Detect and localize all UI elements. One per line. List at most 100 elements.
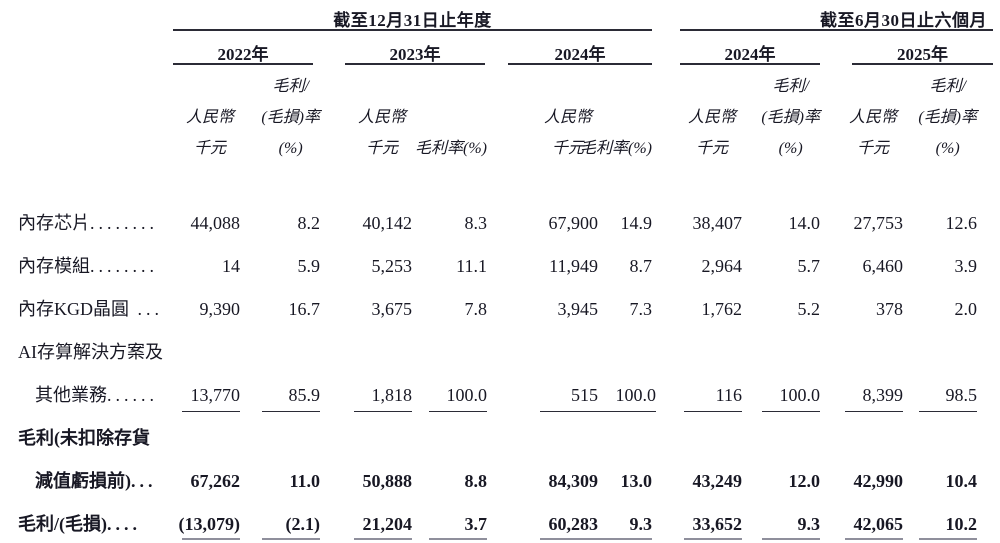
cell-2023-rmb: 3,675	[371, 299, 413, 319]
total-rule-stub	[354, 538, 412, 540]
cell-2024-rmb: 3,945	[557, 299, 599, 319]
cell-2024-rmb: 84,309	[548, 471, 599, 491]
cell-2025h1-rmb: 27,753	[853, 213, 904, 233]
cell-2023-rate: 8.3	[464, 213, 488, 233]
cell-2025h1-rate: 2.0	[954, 299, 978, 319]
cell-2022-rmb: 44,088	[190, 213, 241, 233]
cell-2023-rmb: 5,253	[371, 256, 413, 276]
year-2025-interim-rule	[852, 63, 993, 65]
table-row-gross-profit-before-impairment-line1: 毛利(未扣除存貨	[0, 427, 173, 449]
table-row-other-businesses: 其他業務...... 13,770 85.9 1,818 100.0 515 1…	[0, 384, 977, 412]
cell-2024h1-rmb: 43,249	[692, 471, 743, 491]
subheader-rate-2024: 毛利率(%)	[580, 140, 652, 157]
total-rule-stub	[262, 538, 320, 540]
row-label: 毛利/(毛損)....	[18, 514, 141, 534]
cell-2024h1-rate: 14.0	[788, 213, 821, 233]
year-2022-label: 2022年	[217, 45, 269, 64]
cell-2024h1-rmb: 116	[652, 384, 742, 412]
total-rule-stub	[540, 538, 598, 540]
year-2025-interim-label: 2025年	[897, 45, 948, 64]
cell-2024h1-rate: 5.7	[797, 256, 821, 276]
cell-2024h1-rmb: 2,964	[701, 256, 743, 276]
cell-2024h1-rmb: 33,652	[692, 514, 743, 534]
year-2022-rule	[173, 63, 313, 65]
cell-2022-rmb: 14	[222, 256, 240, 276]
total-rule-stub	[182, 538, 240, 540]
subheader-rate-2023: 毛利率(%)	[415, 140, 487, 157]
cell-2024-rate: 14.9	[620, 213, 653, 233]
table-row-ai-solutions-line1: AI存算解決方案及	[0, 341, 173, 363]
cell-2022-rmb: 9,390	[199, 299, 241, 319]
cell-2025h1-rate: 10.2	[945, 514, 978, 534]
subheader-rate-2025-interim: 毛利/(毛損)率 (%)	[918, 78, 977, 157]
column-group-interim-title: 截至6月30日止六個月	[820, 11, 987, 30]
cell-2022-rate: 8.2	[297, 213, 321, 233]
cell-2022-rmb: 67,262	[190, 471, 241, 491]
subheader-rmb-2024: 人民幣 千元	[543, 109, 592, 157]
year-2024-interim-rule	[680, 63, 820, 65]
cell-2024-rate: 100.0	[598, 384, 656, 412]
total-rule-stub	[594, 538, 652, 540]
year-2024-rule	[508, 63, 652, 65]
cell-2025h1-rate: 3.9	[954, 256, 978, 276]
cell-2024-rmb: 11,949	[549, 256, 598, 276]
interim-group-rule	[680, 29, 993, 31]
row-label: 毛利(未扣除存貨	[18, 428, 150, 448]
cell-2022-rate: (2.1)	[285, 514, 321, 534]
cell-2023-rate: 11.1	[456, 256, 487, 276]
row-label: 減值虧損前)...	[35, 471, 157, 491]
cell-2024h1-rate: 5.2	[797, 299, 821, 319]
cell-2023-rate: 7.8	[464, 299, 488, 319]
table-row-memory-chips: 內存芯片........ 44,088 8.2 40,142 8.3 67,90…	[0, 212, 977, 234]
year-2024-label: 2024年	[554, 45, 606, 64]
cell-2025h1-rmb: 6,460	[862, 256, 904, 276]
cell-2024-rate: 13.0	[620, 471, 653, 491]
cell-2024h1-rate: 12.0	[788, 471, 821, 491]
subheader-rate-2024-interim: 毛利/(毛損)率 (%)	[761, 78, 820, 157]
cell-2025h1-rate: 98.5	[903, 384, 977, 412]
cell-2023-rate: 3.7	[464, 514, 488, 534]
cell-2023-rmb: 50,888	[362, 471, 413, 491]
annual-group-rule	[173, 29, 652, 31]
cell-2024h1-rmb: 38,407	[692, 213, 743, 233]
total-rule-stub	[684, 538, 742, 540]
cell-2023-rmb: 40,142	[362, 213, 413, 233]
table-row-memory-kgd-wafers: 內存KGD晶圓 ... 9,390 16.7 3,675 7.8 3,945 7…	[0, 298, 977, 320]
row-label: AI存算解決方案及	[18, 342, 163, 362]
cell-2023-rate: 100.0	[412, 384, 487, 412]
cell-2025h1-rmb: 8,399	[820, 384, 903, 412]
table-row-gross-profit-before-impairment: 減值虧損前)... 67,262 11.0 50,888 8.8 84,309 …	[0, 470, 977, 492]
cell-2025h1-rate: 12.6	[945, 213, 978, 233]
cell-2022-rate: 5.9	[297, 256, 321, 276]
cell-2024h1-rate: 9.3	[797, 514, 821, 534]
subheader-rmb-2025-interim: 人民幣 千元	[848, 109, 897, 157]
year-2024-interim-label: 2024年	[724, 45, 776, 64]
year-2023-label: 2023年	[389, 45, 441, 64]
cell-2024-rate: 8.7	[629, 256, 653, 276]
cell-2023-rmb: 21,204	[362, 514, 413, 534]
cell-2023-rate: 8.8	[464, 471, 488, 491]
year-2023-rule	[345, 63, 485, 65]
subheader-rate-2022: 毛利/(毛損)率 (%)	[261, 78, 320, 157]
row-label: 內存模組........	[18, 256, 158, 276]
total-rule-stub	[762, 538, 820, 540]
cell-2022-rate: 85.9	[240, 384, 320, 412]
cell-2024-rate: 9.3	[629, 514, 653, 534]
cell-2025h1-rmb: 42,065	[853, 514, 904, 534]
cell-2025h1-rmb: 378	[876, 299, 903, 319]
cell-2024h1-rate: 100.0	[742, 384, 820, 412]
subheader-rmb-2023: 人民幣 千元	[357, 109, 406, 157]
cell-2024h1-rmb: 1,762	[701, 299, 743, 319]
cell-2022-rmb: (13,079)	[178, 514, 241, 534]
total-rule-stub	[845, 538, 903, 540]
subheader-rmb-2022: 人民幣 千元	[185, 109, 234, 157]
cell-2023-rmb: 1,818	[320, 384, 412, 412]
row-label: 內存芯片........	[18, 213, 158, 233]
row-label: 其他業務......	[35, 385, 158, 405]
cell-2024-rmb: 60,283	[548, 514, 599, 534]
table-row-gross-profit-loss: 毛利/(毛損).... (13,079) (2.1) 21,204 3.7 60…	[0, 513, 977, 535]
cell-2025h1-rate: 10.4	[945, 471, 978, 491]
total-rule-stub	[429, 538, 487, 540]
cell-2022-rate: 11.0	[289, 471, 320, 491]
